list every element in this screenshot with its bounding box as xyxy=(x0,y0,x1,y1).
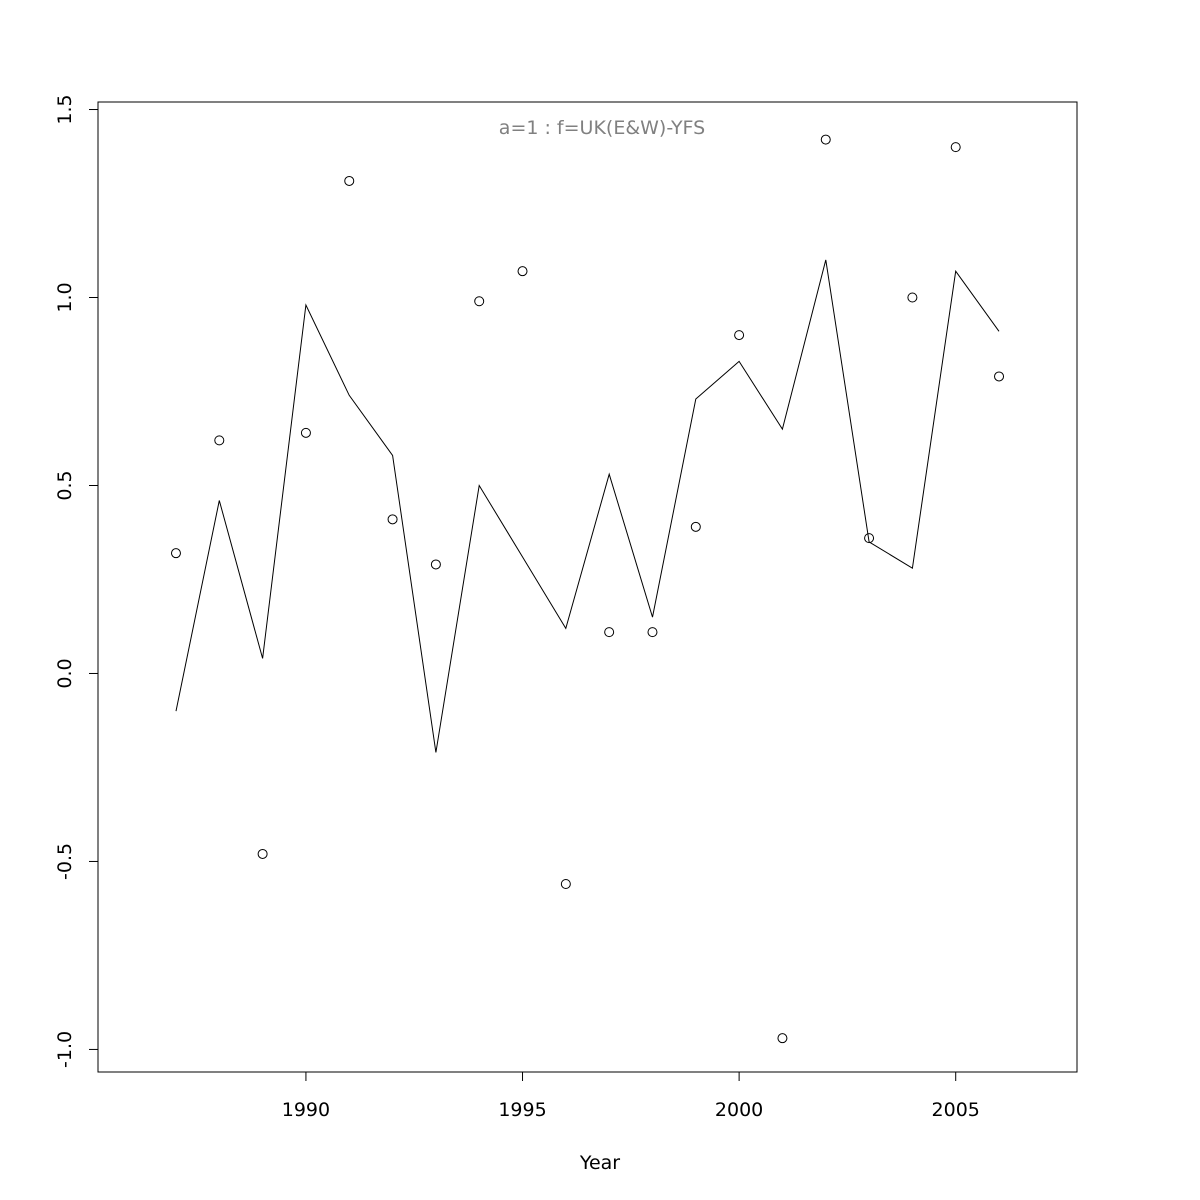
y-tick-label: 1.5 xyxy=(54,94,76,124)
data-point xyxy=(907,292,918,303)
data-point xyxy=(257,848,268,859)
y-axis: -1.0 -0.5 0.0 0.5 1.0 1.5 xyxy=(54,94,99,1068)
data-point xyxy=(517,266,528,277)
data-point xyxy=(474,296,485,307)
x-axis-title: Year xyxy=(579,1152,620,1174)
data-point xyxy=(604,627,615,638)
data-point xyxy=(734,330,745,341)
chart-title: a=1 : f=UK(E&W)-YFS xyxy=(499,117,705,139)
data-point xyxy=(300,427,311,438)
y-tick-label: 0.5 xyxy=(54,470,76,500)
x-tick-label: 1990 xyxy=(282,1099,330,1121)
data-point xyxy=(344,175,355,186)
data-point xyxy=(950,142,961,153)
series-layer xyxy=(170,134,1005,1044)
data-point xyxy=(647,627,658,638)
data-point xyxy=(430,559,441,570)
data-point xyxy=(690,521,701,532)
y-tick-label: 1.0 xyxy=(54,282,76,312)
data-point xyxy=(170,548,181,559)
y-tick-label: -1.0 xyxy=(54,1031,76,1068)
series-line xyxy=(175,259,1000,753)
data-point xyxy=(820,134,831,145)
data-point xyxy=(387,514,398,525)
y-tick-label: 0.0 xyxy=(54,658,76,688)
data-point xyxy=(864,533,875,544)
y-tick-label: -0.5 xyxy=(54,843,76,880)
data-point xyxy=(560,879,571,890)
data-point xyxy=(994,371,1005,382)
x-axis: 1990 1995 2000 2005 xyxy=(282,1071,980,1121)
data-point xyxy=(214,435,225,446)
x-tick-label: 1995 xyxy=(498,1099,546,1121)
data-point xyxy=(777,1033,788,1044)
x-tick-label: 2005 xyxy=(932,1099,980,1121)
x-tick-label: 2000 xyxy=(715,1099,763,1121)
